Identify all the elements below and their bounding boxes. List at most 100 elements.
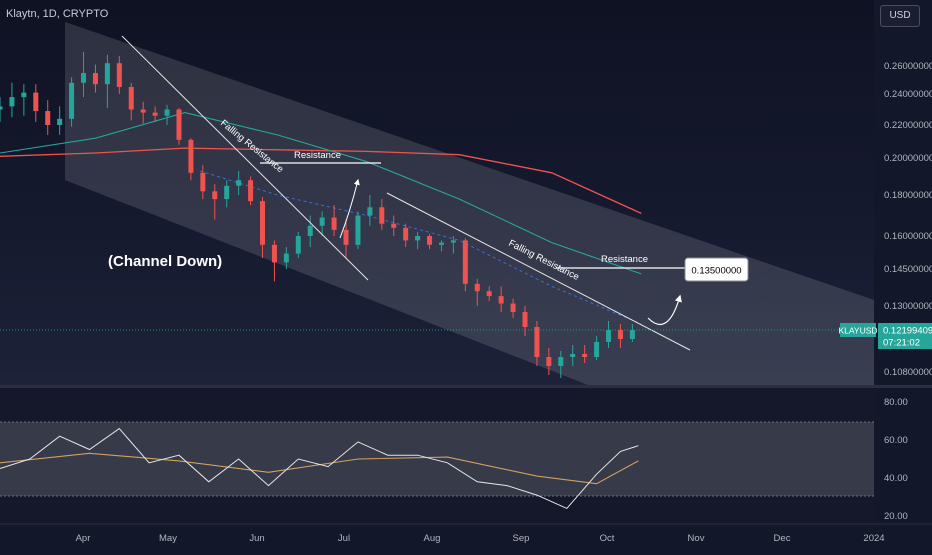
candle-down <box>582 354 588 357</box>
time-axis-label: Apr <box>76 533 91 544</box>
countdown-timer: 07:21:02 <box>883 338 920 349</box>
time-axis-label: Oct <box>600 533 615 544</box>
price-tick: 0.13000000 <box>884 301 932 312</box>
candle-down <box>427 236 433 245</box>
candle-up <box>81 73 87 83</box>
price-tick: 0.10800000 <box>884 367 932 378</box>
candle-up <box>355 215 361 245</box>
rsi-scale[interactable]: 80.00 60.00 40.00 20.00 <box>884 397 908 522</box>
time-axis-label: Dec <box>774 533 791 544</box>
time-axis-label: Aug <box>424 533 441 544</box>
candle-up <box>415 236 421 241</box>
falling-resistance-line-1 <box>121 35 369 281</box>
rsi-pane-background <box>0 388 874 522</box>
candle-up <box>629 330 635 339</box>
candle-down <box>128 87 134 110</box>
time-axis-label: Jul <box>338 533 350 544</box>
candlestick-series <box>0 52 635 378</box>
time-axis-label: Nov <box>688 533 705 544</box>
candle-down <box>271 244 277 263</box>
candle-down <box>188 139 194 173</box>
candle-down <box>486 291 492 297</box>
candle-up <box>307 225 313 236</box>
candle-up <box>57 118 63 125</box>
time-axis-label: 2024 <box>863 533 884 544</box>
main-pane-background <box>0 0 874 385</box>
candle-down <box>391 223 397 228</box>
candle-down <box>510 303 516 312</box>
candle-down <box>152 112 158 116</box>
rsi-line <box>0 427 639 510</box>
ma-long-line <box>0 147 642 214</box>
candle-up <box>594 342 600 357</box>
last-symbol-label: KLAYUSD <box>838 326 877 336</box>
candle-up <box>164 109 170 116</box>
target-price-label: 0.13500000 <box>691 266 741 277</box>
candle-up <box>69 82 75 119</box>
candle-down <box>522 312 528 327</box>
candle-down <box>617 330 623 339</box>
ma-mid-line <box>0 112 642 275</box>
candle-down <box>331 217 337 230</box>
rsi-tick: 40.00 <box>884 473 908 484</box>
candle-up <box>21 92 27 98</box>
candle-down <box>403 227 409 241</box>
currency-button[interactable]: USD <box>880 5 920 27</box>
channel-down-label: (Channel Down) <box>108 253 222 270</box>
candle-down <box>498 296 504 304</box>
price-tick: 0.20000000 <box>884 153 932 164</box>
candle-down <box>200 172 206 192</box>
candle-up <box>295 236 301 254</box>
candle-down <box>116 63 122 87</box>
candle-up <box>558 357 564 366</box>
candle-down <box>546 357 552 366</box>
candle-up <box>570 354 576 357</box>
target-callout[interactable]: 0.13500000 <box>684 257 749 282</box>
candle-up <box>104 63 110 85</box>
last-price-value: 0.12199409 <box>883 326 932 337</box>
symbol-title[interactable]: Klaytn, 1D, CRYPTO <box>6 8 109 20</box>
bounce-arrow-1 <box>339 178 360 239</box>
candle-down <box>474 283 480 292</box>
time-axis[interactable]: Apr May Jun Jul Aug Sep Oct Nov Dec 2024 <box>76 533 885 544</box>
ma-short-line <box>199 170 642 325</box>
time-axis-label: Sep <box>513 533 530 544</box>
time-axis-label: Jun <box>249 533 264 544</box>
candle-up <box>283 253 289 263</box>
rsi-tick: 80.00 <box>884 397 908 408</box>
candle-up <box>438 242 444 245</box>
candle-down <box>248 180 254 202</box>
candle-down <box>45 111 51 125</box>
last-price-badge[interactable]: KLAYUSD 0.12199409 07:21:02 <box>838 323 932 349</box>
candle-down <box>534 327 540 357</box>
candle-down <box>462 240 468 284</box>
candle-up <box>450 240 456 243</box>
candle-up <box>236 180 242 186</box>
candle-down <box>92 73 98 85</box>
candle-down <box>343 229 349 245</box>
candle-up <box>367 207 373 216</box>
price-scale[interactable]: 0.26000000 0.24000000 0.22000000 0.20000… <box>884 61 932 378</box>
candle-down <box>176 109 182 140</box>
candle-up <box>9 97 15 107</box>
candle-up <box>606 330 612 342</box>
rsi-ma-line <box>0 452 639 485</box>
candle-down <box>259 201 265 245</box>
candle-up <box>0 106 3 110</box>
rsi-tick: 20.00 <box>884 511 908 522</box>
price-tick: 0.26000000 <box>884 61 932 72</box>
price-tick: 0.18000000 <box>884 190 932 201</box>
rsi-band <box>0 422 874 496</box>
candle-up <box>224 185 230 200</box>
price-tick: 0.24000000 <box>884 89 932 100</box>
price-tick: 0.22000000 <box>884 120 932 131</box>
time-axis-label: May <box>159 533 177 544</box>
candle-down <box>140 109 146 113</box>
candle-down <box>212 191 218 200</box>
rsi-tick: 60.00 <box>884 435 908 446</box>
resistance-label-1: Resistance <box>294 150 341 161</box>
falling-resistance-line-2 <box>386 192 691 351</box>
price-tick: 0.16000000 <box>884 231 932 242</box>
